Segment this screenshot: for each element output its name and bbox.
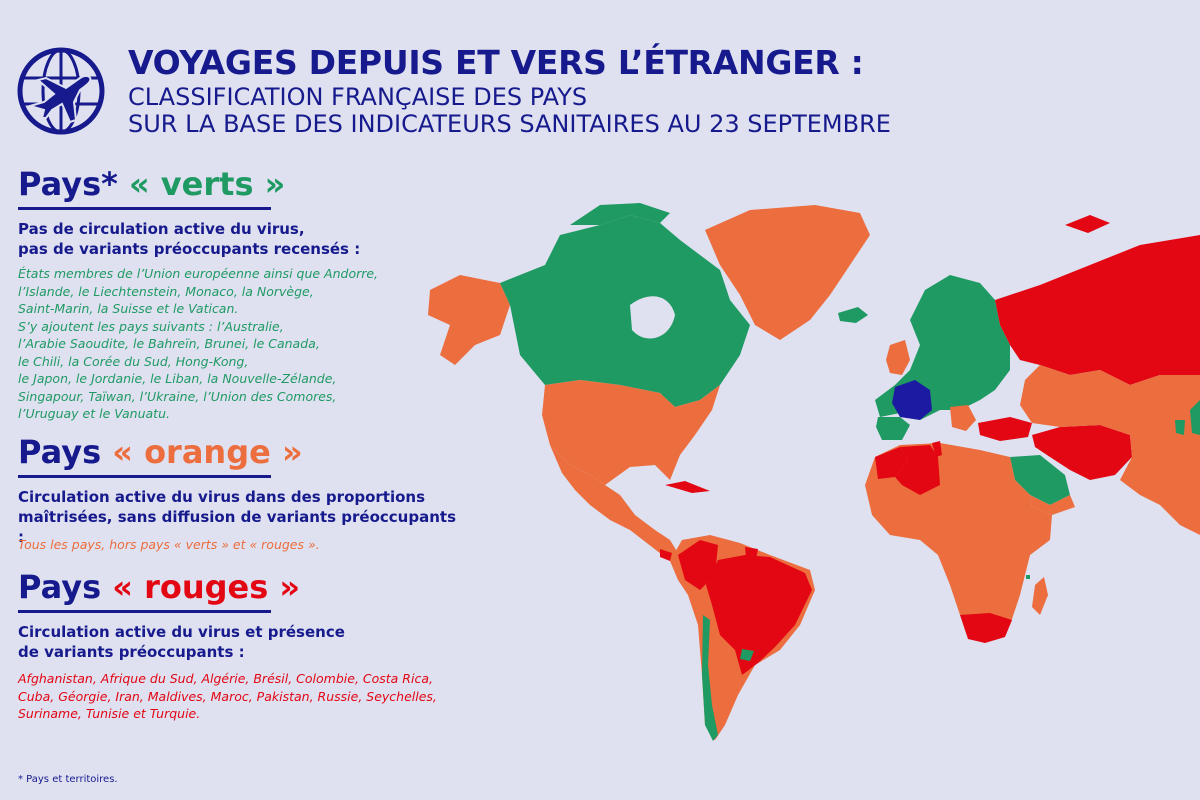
green-list-line: l’Arabie Saoudite, le Bahreïn, Brunei, l… [18, 336, 320, 351]
region-comoros [1026, 575, 1030, 579]
orange-title-prefix: Pays [18, 433, 102, 471]
region-turkey [978, 417, 1032, 441]
orange-section-title: Pays « orange » [18, 433, 303, 471]
subtitle-line-2: SUR LA BASE DES INDICATEURS SANITAIRES A… [128, 110, 891, 138]
region-iberia [876, 417, 910, 440]
region-morocco [875, 447, 908, 479]
region-usa [542, 380, 720, 485]
green-list-line: le Japon, le Jordanie, le Liban, la Nouv… [18, 371, 337, 386]
region-alaska [428, 275, 510, 365]
green-description: Pas de circulation active du virus, pas … [18, 219, 458, 259]
green-country-list: États membres de l’Union européenne ains… [18, 265, 468, 423]
region-africa-orange [865, 443, 1052, 637]
green-section-rule [18, 207, 271, 210]
green-list-line: le Chili, la Corée du Sud, Hong-Kong, [18, 353, 249, 369]
world-map [428, 203, 1200, 741]
green-list-line: S’y ajoutent les pays suivants : l’Austr… [18, 318, 284, 334]
region-suriname [745, 547, 758, 559]
region-madagascar [1032, 577, 1048, 615]
region-cuba [665, 481, 710, 493]
region-costa-rica [660, 549, 672, 561]
red-title-prefix: Pays [18, 568, 102, 606]
region-iceland [838, 307, 868, 323]
subtitle-line-1: CLASSIFICATION FRANÇAISE DES PAYS [128, 83, 588, 111]
page-subtitle: CLASSIFICATION FRANÇAISE DES PAYS SUR LA… [128, 84, 1188, 138]
green-list-line: États membres de l’Union européenne ains… [18, 266, 379, 281]
region-south-africa [960, 613, 1012, 643]
red-list-line: Cuba, Géorgie, Iran, Maldives, Maroc, Pa… [18, 688, 437, 704]
green-list-line: Saint-Marin, la Suisse et le Vatican. [18, 301, 239, 316]
page-title: VOYAGES DEPUIS ET VERS L’ÉTRANGER : [128, 43, 864, 82]
region-algeria [895, 445, 940, 495]
region-iran-afghanistan-pakistan [1032, 425, 1132, 480]
region-mexico-central [550, 445, 678, 561]
red-list-line: Afghanistan, Afrique du Sud, Algérie, Br… [18, 671, 433, 686]
region-russia-arctic-islands [1065, 215, 1110, 233]
region-yemen-oman [1030, 495, 1075, 515]
orange-country-list: Tous les pays, hors pays « verts » et « … [18, 536, 468, 554]
region-arabia [1010, 455, 1070, 505]
red-section-rule [18, 610, 271, 613]
region-canada-islands [570, 203, 670, 225]
region-hudson-bay [630, 296, 675, 339]
green-list-line: Singapour, Taïwan, l’Ukraine, l’Union de… [18, 388, 337, 404]
region-canada [500, 215, 750, 407]
red-list-line: Suriname, Tunisie et Turquie. [18, 706, 201, 721]
green-description-line-1: Pas de circulation active du virus, [18, 220, 305, 238]
orange-description-line-2: maîtrisées, sans diffusion de variants p… [18, 508, 456, 546]
red-description-line-1: Circulation active du virus et présence [18, 623, 345, 641]
orange-title-label: « orange » [112, 433, 303, 471]
region-korea [1175, 420, 1185, 435]
region-asia-orange [1020, 365, 1200, 535]
green-title-prefix: Pays* [18, 165, 118, 203]
orange-section-rule [18, 475, 271, 478]
green-list-line: l’Uruguay et le Vanuatu. [18, 406, 170, 421]
region-chile [702, 615, 718, 741]
region-brazil [706, 555, 812, 675]
red-title-label: « rouges » [112, 568, 301, 606]
orange-description-line-1: Circulation active du virus dans des pro… [18, 488, 426, 506]
region-uk [886, 340, 910, 375]
red-section-title: Pays « rouges » [18, 568, 300, 606]
orange-list-line: Tous les pays, hors pays « verts » et « … [18, 537, 320, 552]
footnote: * Pays et territoires. [18, 774, 118, 785]
green-description-line-2: pas de variants préoccupants recensés : [18, 240, 361, 258]
region-japan [1190, 400, 1200, 435]
red-description: Circulation active du virus et présence … [18, 622, 458, 662]
region-tunisia [932, 441, 942, 457]
region-uruguay [740, 649, 754, 661]
region-colombia [678, 540, 718, 590]
green-title-label: « verts » [128, 165, 286, 203]
region-greenland [705, 205, 870, 340]
green-section-title: Pays* « verts » [18, 165, 285, 203]
green-list-line: l’Islande, le Liechtenstein, Monaco, la … [18, 283, 314, 299]
orange-description: Circulation active du virus dans des pro… [18, 487, 458, 547]
region-balkans [950, 405, 976, 431]
red-country-list: Afghanistan, Afrique du Sud, Algérie, Br… [18, 670, 468, 723]
region-russia [995, 235, 1200, 385]
red-description-line-2: de variants préoccupants : [18, 643, 245, 661]
plane-globe-icon [17, 47, 105, 135]
region-france [892, 380, 932, 420]
